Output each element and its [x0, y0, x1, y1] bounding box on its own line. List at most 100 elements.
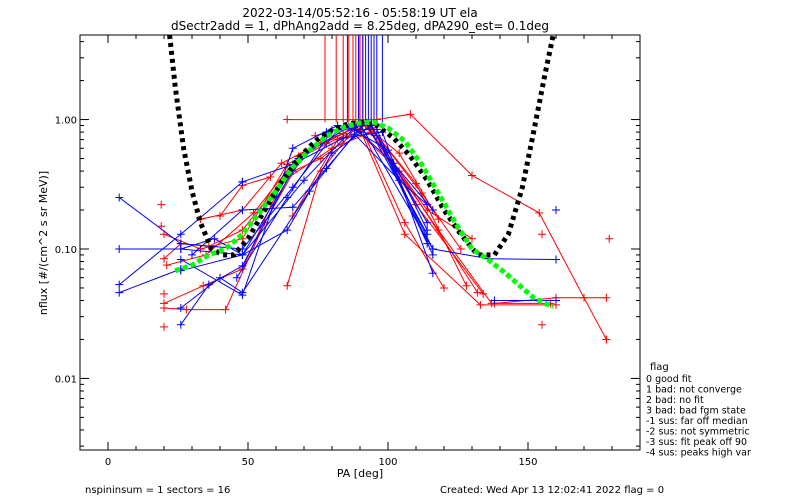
series-point [115, 288, 124, 297]
footer-right: Created: Wed Apr 13 12:02:41 2022 flag =… [440, 485, 664, 496]
scatter-point-red [602, 335, 611, 344]
legend-item: -2 sus: not symmetric [646, 427, 750, 438]
scatter-point-red [538, 230, 546, 239]
series-line [180, 124, 428, 272]
legend-item: -4 sus: peaks high var [646, 448, 751, 459]
series-line [191, 121, 428, 256]
series-point [249, 208, 258, 217]
series-point [277, 159, 286, 168]
series-point [535, 208, 544, 217]
scatter-layer [157, 177, 614, 344]
series-point [440, 283, 448, 292]
x-tick-label: 0 [105, 457, 111, 468]
scatter-point-red [538, 320, 546, 329]
fit-curve-green [174, 119, 555, 309]
series-point [468, 171, 476, 180]
fit-layer [167, 34, 556, 309]
series-point [176, 255, 185, 264]
series-point [196, 244, 205, 253]
series-point [283, 281, 292, 290]
chart-title-line2: dSectr2add = 1, dPhAng2add = 8.25deg, dP… [171, 19, 549, 33]
series-point [160, 254, 168, 263]
series-point [188, 250, 196, 259]
scatter-point-blue [552, 206, 560, 215]
series-point [288, 203, 297, 212]
series-point [283, 226, 292, 235]
series-point [322, 164, 331, 173]
series-point [400, 218, 409, 227]
series-line [163, 128, 556, 306]
series-point [300, 176, 308, 185]
y-tick-label: 1.00 [55, 116, 77, 127]
series-point [428, 244, 437, 253]
legend-item: 1 bad: not converge [646, 385, 742, 396]
vertical-markers [324, 35, 383, 123]
scatter-point-blue [238, 177, 247, 186]
series-point [552, 255, 560, 264]
series-point [176, 304, 185, 313]
series-point [406, 110, 415, 119]
y-tick-label: 0.10 [55, 245, 77, 256]
series-point [210, 234, 219, 243]
scatter-point-red [605, 234, 614, 243]
y-tick-label: 0.01 [55, 374, 77, 385]
series-point [199, 281, 208, 290]
scatter-point-red [157, 222, 166, 231]
legend-item: 3 bad: bad fgm state [646, 406, 746, 417]
series-point [462, 281, 471, 290]
legend-item: -3 sus: fit peak off 90 [646, 437, 747, 448]
scatter-point-red [160, 289, 168, 298]
series-point [490, 296, 499, 305]
series-point [283, 193, 292, 202]
series-point [473, 288, 482, 297]
series-line [119, 268, 181, 294]
series-point [221, 305, 230, 314]
series-point [283, 115, 292, 124]
series-point [162, 261, 171, 270]
series-point [232, 273, 241, 282]
legend-item: 0 good fit [646, 374, 692, 385]
series-point [328, 149, 336, 158]
series-point [476, 300, 485, 309]
x-tick-label: 100 [378, 457, 397, 468]
series-point [182, 305, 191, 314]
series-point [176, 230, 185, 239]
series-point [266, 172, 275, 181]
series-red-9 [283, 117, 443, 290]
x-axis-label: PA [deg] [337, 467, 383, 480]
series-point [115, 193, 124, 202]
x-axis: 0 50 100 150 [105, 35, 613, 468]
y-axis: 1.00 0.10 0.01 [55, 41, 640, 447]
series-point [238, 250, 247, 259]
series-point [176, 244, 185, 253]
series-point [115, 244, 124, 253]
x-tick-label: 150 [518, 457, 537, 468]
series-point [428, 269, 437, 278]
series-point [400, 230, 409, 239]
series-point [479, 289, 488, 298]
legend-item: -1 sus: far off median [646, 416, 748, 427]
y-axis-label: nflux [#/(cm^2 s sr MeV)] [37, 171, 50, 315]
series-point [395, 149, 404, 158]
legend-title: flag [650, 362, 669, 373]
series-point [216, 273, 224, 282]
series-point [468, 234, 476, 243]
series-point [428, 206, 437, 215]
legend-item: 2 bad: no fit [646, 395, 704, 406]
scatter-point-red [157, 200, 166, 209]
series-point [238, 206, 247, 215]
series-point [238, 288, 247, 297]
series-point [456, 244, 465, 253]
series-point [115, 280, 124, 289]
series-point [216, 211, 224, 220]
series-point [552, 296, 560, 305]
series-point [339, 134, 348, 143]
series-point [423, 218, 432, 227]
x-tick-label: 50 [242, 457, 255, 468]
fit-curve-black [167, 34, 556, 258]
chart-title-line1: 2022-03-14/05:52:16 - 05:58:19 UT ela [242, 6, 477, 20]
footer-left: nspininsum = 1 sectors = 16 [85, 485, 230, 496]
scatter-point-red [160, 322, 168, 331]
series-blue-23 [115, 265, 185, 297]
